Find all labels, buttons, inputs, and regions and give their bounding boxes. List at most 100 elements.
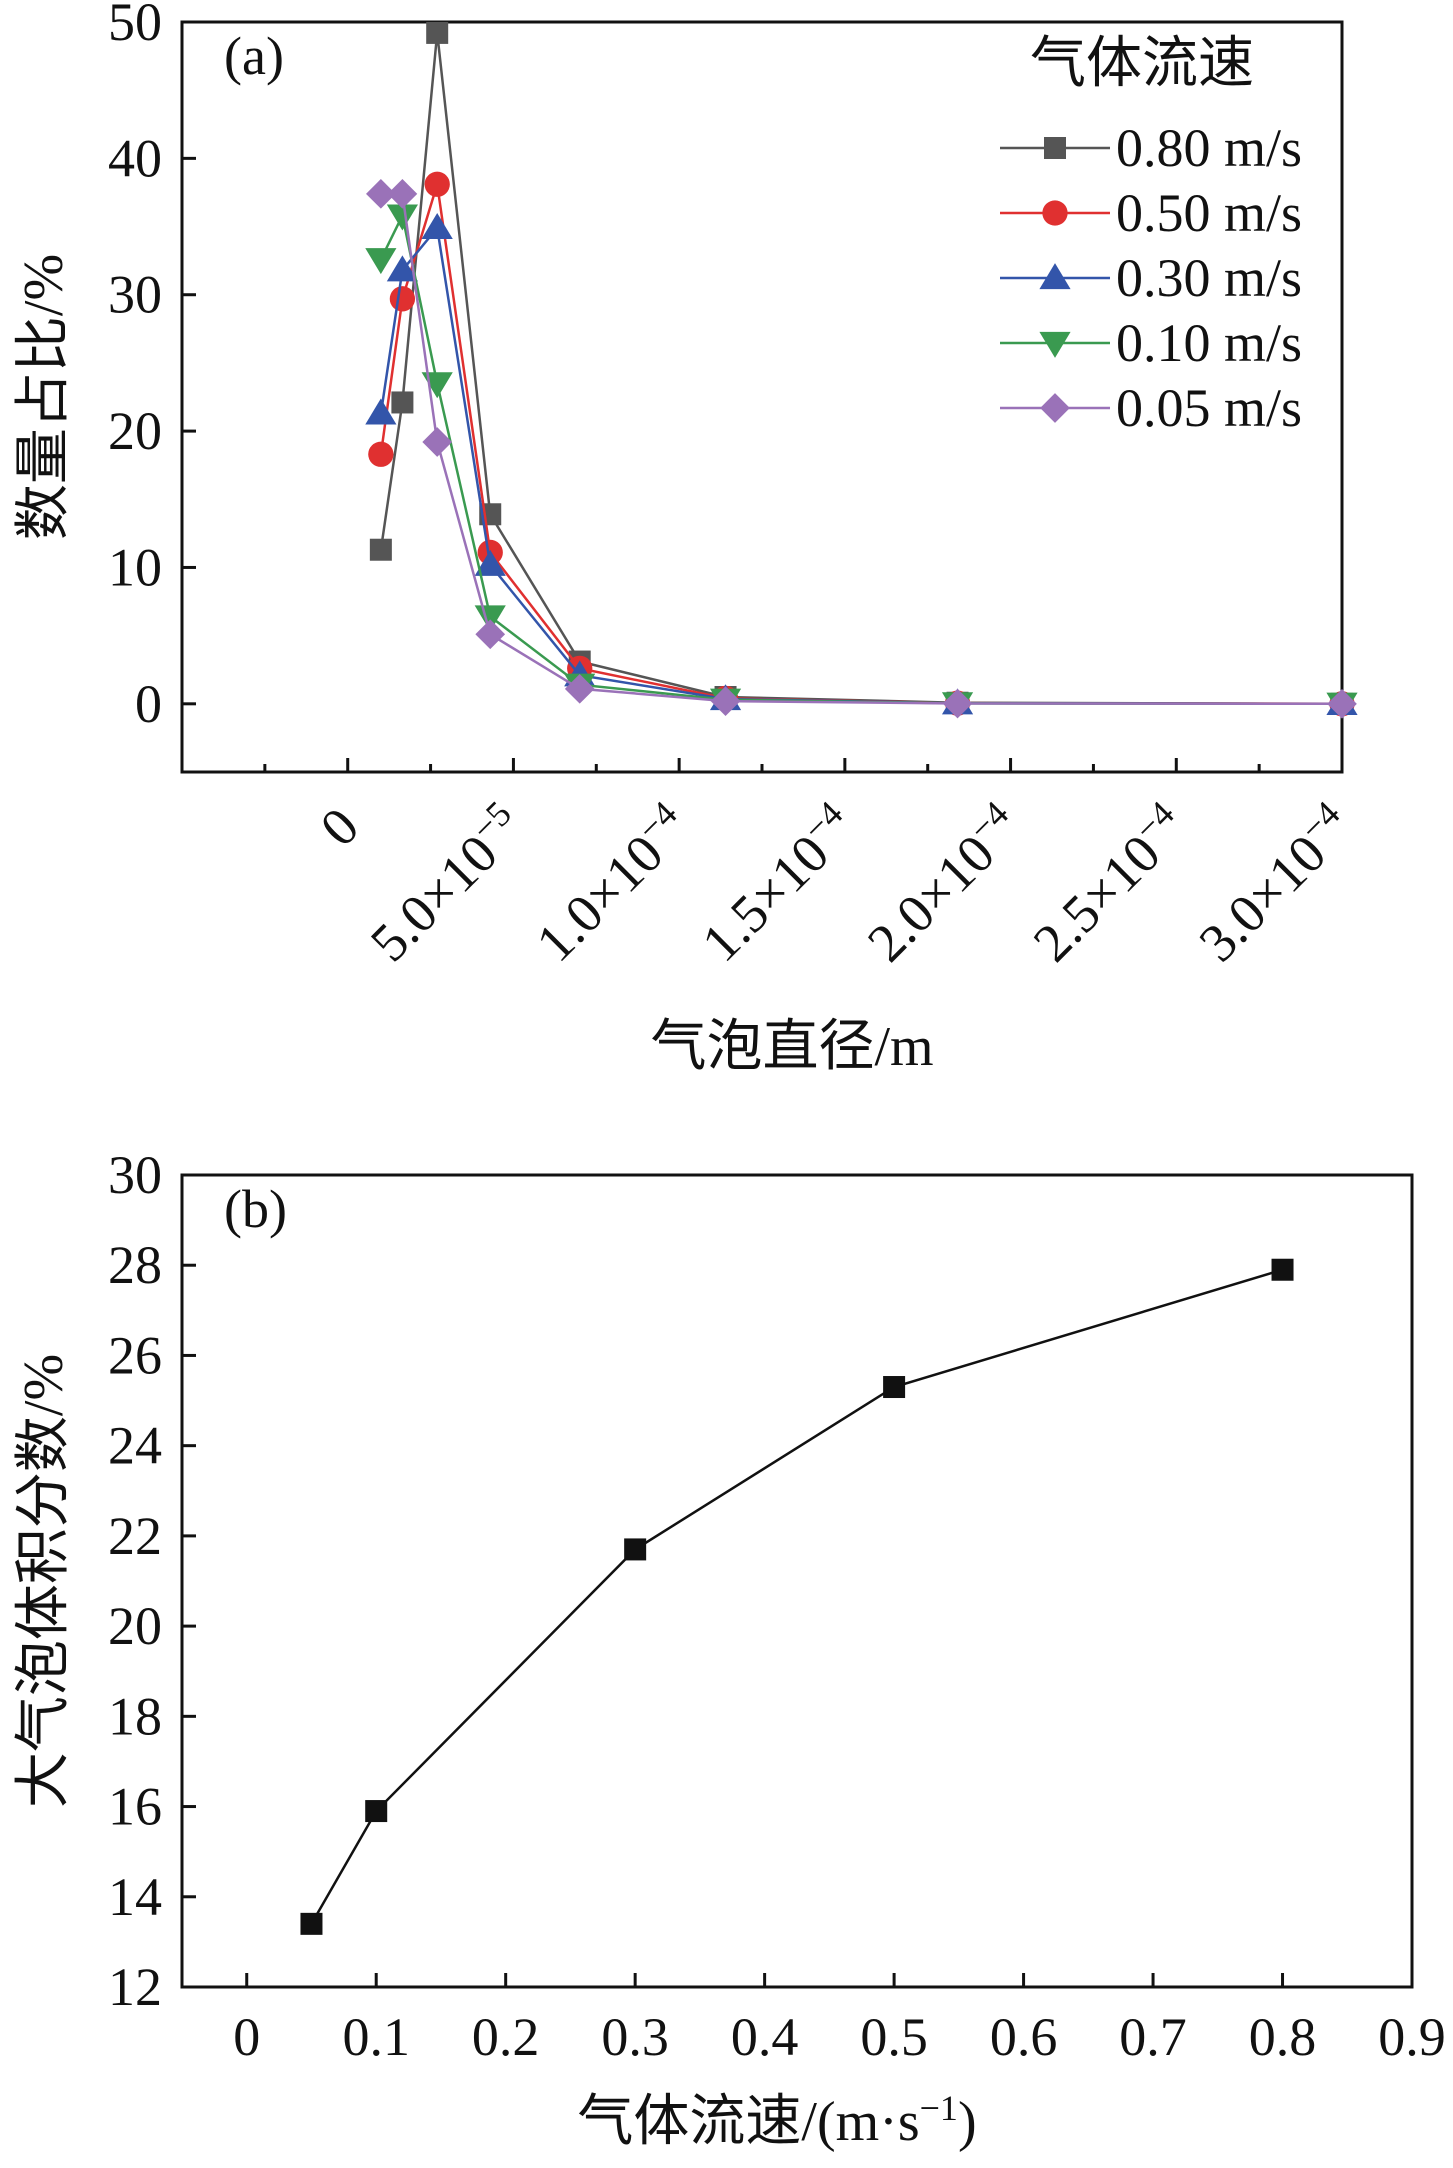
panel-b-x-tick-label: 0.4 bbox=[731, 2007, 799, 2067]
panel-b-x-axis-title-end: ) bbox=[958, 2091, 977, 2153]
data-point bbox=[421, 372, 453, 399]
panel-a-x-tick-label: 3.0×10−4 bbox=[1185, 793, 1365, 973]
data-point bbox=[386, 204, 418, 231]
legend-title: 气体流速 bbox=[1030, 33, 1254, 95]
data-point bbox=[474, 549, 506, 576]
panel-a-x-tick-label-base: 2.5×10 bbox=[1022, 823, 1172, 973]
panel-b-x-tick-label: 0.3 bbox=[601, 2007, 669, 2067]
panel-b-x-tick-label: 0.9 bbox=[1378, 2007, 1446, 2067]
data-point bbox=[424, 171, 450, 197]
panel-b-x-tick-label: 0.2 bbox=[472, 2007, 540, 2067]
panel-b-x-tick-label: 0.8 bbox=[1249, 2007, 1317, 2067]
legend-swatch-marker bbox=[1042, 200, 1068, 226]
panel-b-y-tick-label: 22 bbox=[108, 1506, 162, 1566]
panel-a-x-tick-label-base: 3.0×10 bbox=[1188, 823, 1338, 973]
panel-b-series bbox=[300, 1258, 1294, 1935]
legend-entry: 0.50 m/s bbox=[1000, 183, 1302, 243]
panel-a-label: (a) bbox=[224, 26, 284, 86]
legend-swatch-marker bbox=[1039, 331, 1071, 358]
panel-a-y-tick-label: 0 bbox=[135, 674, 162, 734]
panel-b-y-tick-label: 30 bbox=[108, 1145, 162, 1205]
panel-a-y-tick-label: 30 bbox=[108, 265, 162, 325]
legend-swatch-marker bbox=[1040, 393, 1070, 423]
data-point bbox=[475, 619, 506, 650]
data-point bbox=[365, 248, 397, 275]
panel-b-y-tick-label: 24 bbox=[108, 1416, 162, 1476]
data-point bbox=[942, 688, 973, 719]
panel-b-label: (b) bbox=[224, 1179, 287, 1239]
data-point bbox=[368, 441, 394, 467]
legend-entry: 0.10 m/s bbox=[1000, 313, 1302, 373]
data-point bbox=[624, 1538, 647, 1561]
legend-label: 0.10 m/s bbox=[1116, 313, 1302, 373]
panel-a-bubble-size-distribution: 05.0×10−51.0×10−41.5×10−42.0×10−42.5×10−… bbox=[13, 0, 1365, 1078]
panel-a-y-tick-label: 50 bbox=[108, 0, 162, 52]
panel-b-x-axis-title-main: 气体流速/(m·s bbox=[577, 2091, 919, 2153]
panel-b-y-tick-label: 26 bbox=[108, 1325, 162, 1385]
panel-b-large-bubble-fraction: 0 0.1 0.2 0.3 0.4 0.5 0.6 0.7 0.8 0.9 12 14 16 18 20 22… bbox=[13, 1145, 1446, 2153]
panel-b-x-tick-label: 0 bbox=[233, 2007, 260, 2067]
panel-a-x-axis-title: 气泡直径/m bbox=[650, 1016, 933, 1078]
data-point bbox=[386, 255, 418, 282]
series-line bbox=[310, 1268, 1283, 1925]
legend-swatch-marker bbox=[1044, 137, 1066, 159]
panel-b-y-tick-label: 20 bbox=[108, 1596, 162, 1656]
legend-label: 0.05 m/s bbox=[1116, 378, 1302, 438]
panel-b-y-tick-label: 14 bbox=[108, 1867, 162, 1927]
data-point bbox=[426, 21, 449, 44]
series-line bbox=[380, 192, 1343, 706]
panel-b-x-tick-label: 0.7 bbox=[1119, 2007, 1187, 2067]
panel-a-x-tick-label-base: 5.0×10 bbox=[359, 823, 509, 973]
data-point bbox=[883, 1376, 906, 1399]
panel-a-x-tick-label: 1.0×10−4 bbox=[522, 793, 702, 973]
panel-a-x-tick-label: 0 bbox=[309, 796, 371, 858]
panel-a-x-tick-label: 5.0×10−5 bbox=[356, 793, 536, 973]
data-point bbox=[365, 1800, 388, 1823]
legend-entry: 0.05 m/s bbox=[1000, 378, 1302, 438]
data-point bbox=[369, 538, 392, 561]
panel-b-y-tick-label: 28 bbox=[108, 1235, 162, 1295]
panel-a-y-tick-label: 10 bbox=[108, 537, 162, 597]
data-point bbox=[474, 605, 506, 632]
data-point bbox=[387, 178, 418, 209]
panel-b-plot-frame bbox=[180, 1173, 1414, 1989]
series-large-bubble-fraction bbox=[300, 1258, 1294, 1935]
panel-b-y-axis-title: 大气泡体积分数/% bbox=[13, 1354, 75, 1808]
panel-a-x-tick-label-base: 0 bbox=[309, 796, 371, 858]
data-point bbox=[710, 686, 741, 716]
data-point bbox=[366, 178, 396, 209]
data-point bbox=[365, 398, 397, 425]
data-point bbox=[391, 391, 414, 414]
legend-entry: 0.30 m/s bbox=[1000, 248, 1302, 308]
series-5 bbox=[366, 178, 1357, 719]
panel-b-ticks: 0 0.1 0.2 0.3 0.4 0.5 0.6 0.7 0.8 0.9 12 14 16 18 20 22… bbox=[108, 1145, 1446, 2067]
legend-label: 0.30 m/s bbox=[1116, 248, 1302, 308]
panel-b-y-tick-label: 16 bbox=[108, 1777, 162, 1837]
data-point bbox=[564, 673, 595, 704]
panel-a-x-tick-label-base: 1.0×10 bbox=[525, 823, 675, 973]
panel-b-y-tick-label: 12 bbox=[108, 1957, 162, 2017]
panel-b-x-tick-label: 0.1 bbox=[342, 2007, 410, 2067]
panel-a-x-tick-label: 2.0×10−4 bbox=[853, 793, 1033, 973]
panel-a-x-tick-label-base: 1.5×10 bbox=[690, 823, 840, 973]
panel-b-y-tick-label: 18 bbox=[108, 1686, 162, 1746]
panel-b-x-tick-label: 0.6 bbox=[990, 2007, 1058, 2067]
legend-label: 0.80 m/s bbox=[1116, 118, 1302, 178]
panel-a-series bbox=[365, 21, 1358, 719]
panel-a-y-tick-label: 40 bbox=[108, 128, 162, 188]
legend-entry: 0.80 m/s bbox=[1000, 118, 1302, 178]
panel-b-x-axis-title: 气体流速/(m·s−1) bbox=[577, 2088, 976, 2153]
data-point bbox=[389, 286, 416, 312]
panel-a-y-tick-label: 20 bbox=[108, 401, 162, 461]
panel-a-x-tick-label-base: 2.0×10 bbox=[856, 823, 1006, 973]
panel-b-x-tick-label: 0.5 bbox=[860, 2007, 928, 2067]
panel-b-x-axis-title-sup: −1 bbox=[920, 2088, 958, 2128]
data-point bbox=[422, 427, 453, 457]
data-point bbox=[1271, 1258, 1294, 1281]
legend-swatch-marker bbox=[1039, 263, 1071, 290]
panel-a-y-axis-title: 数量占比/% bbox=[13, 254, 75, 540]
legend-label: 0.50 m/s bbox=[1116, 183, 1302, 243]
data-point bbox=[421, 213, 453, 240]
panel-a-x-tick-label: 2.5×10−4 bbox=[1019, 793, 1199, 973]
